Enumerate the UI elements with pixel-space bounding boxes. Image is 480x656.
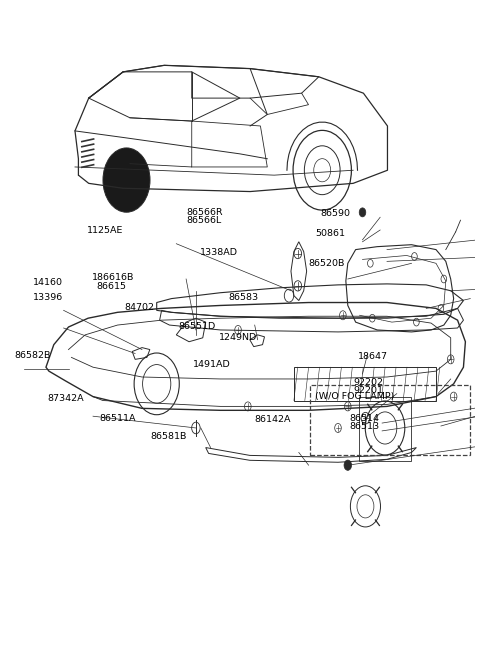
Text: 86511A: 86511A (99, 413, 135, 422)
Circle shape (344, 460, 351, 470)
Text: 86566L: 86566L (186, 216, 221, 225)
Text: 86513: 86513 (349, 422, 380, 431)
Circle shape (359, 208, 366, 217)
Text: 13396: 13396 (33, 293, 63, 302)
Text: 86142A: 86142A (254, 415, 290, 424)
Text: 86581B: 86581B (151, 432, 187, 440)
Text: 84702: 84702 (125, 303, 155, 312)
Bar (294, 367, 436, 401)
Text: (W/O FOG LAMP): (W/O FOG LAMP) (315, 392, 395, 401)
Bar (310, 384, 469, 455)
Text: 18647: 18647 (358, 352, 387, 361)
Text: 1491AD: 1491AD (193, 360, 231, 369)
Text: 14160: 14160 (33, 279, 63, 287)
Text: 86551D: 86551D (179, 322, 216, 331)
Text: 86615: 86615 (96, 281, 127, 291)
Text: 86590: 86590 (320, 209, 350, 218)
Text: 186616B: 186616B (92, 274, 134, 282)
Text: 86583: 86583 (228, 293, 258, 302)
Text: 86514: 86514 (349, 413, 380, 422)
Text: 87342A: 87342A (47, 394, 84, 403)
Text: 86520B: 86520B (308, 258, 345, 268)
Text: 86566R: 86566R (186, 208, 223, 216)
Text: 1249ND: 1249ND (219, 333, 257, 342)
Text: 92201: 92201 (353, 386, 383, 395)
Bar (359, 397, 411, 461)
Text: 50861: 50861 (315, 229, 345, 238)
Text: 86582B: 86582B (14, 350, 50, 359)
Circle shape (103, 148, 150, 213)
Text: 92202: 92202 (353, 378, 383, 387)
Text: 1125AE: 1125AE (87, 226, 123, 236)
Text: 1338AD: 1338AD (200, 248, 238, 256)
